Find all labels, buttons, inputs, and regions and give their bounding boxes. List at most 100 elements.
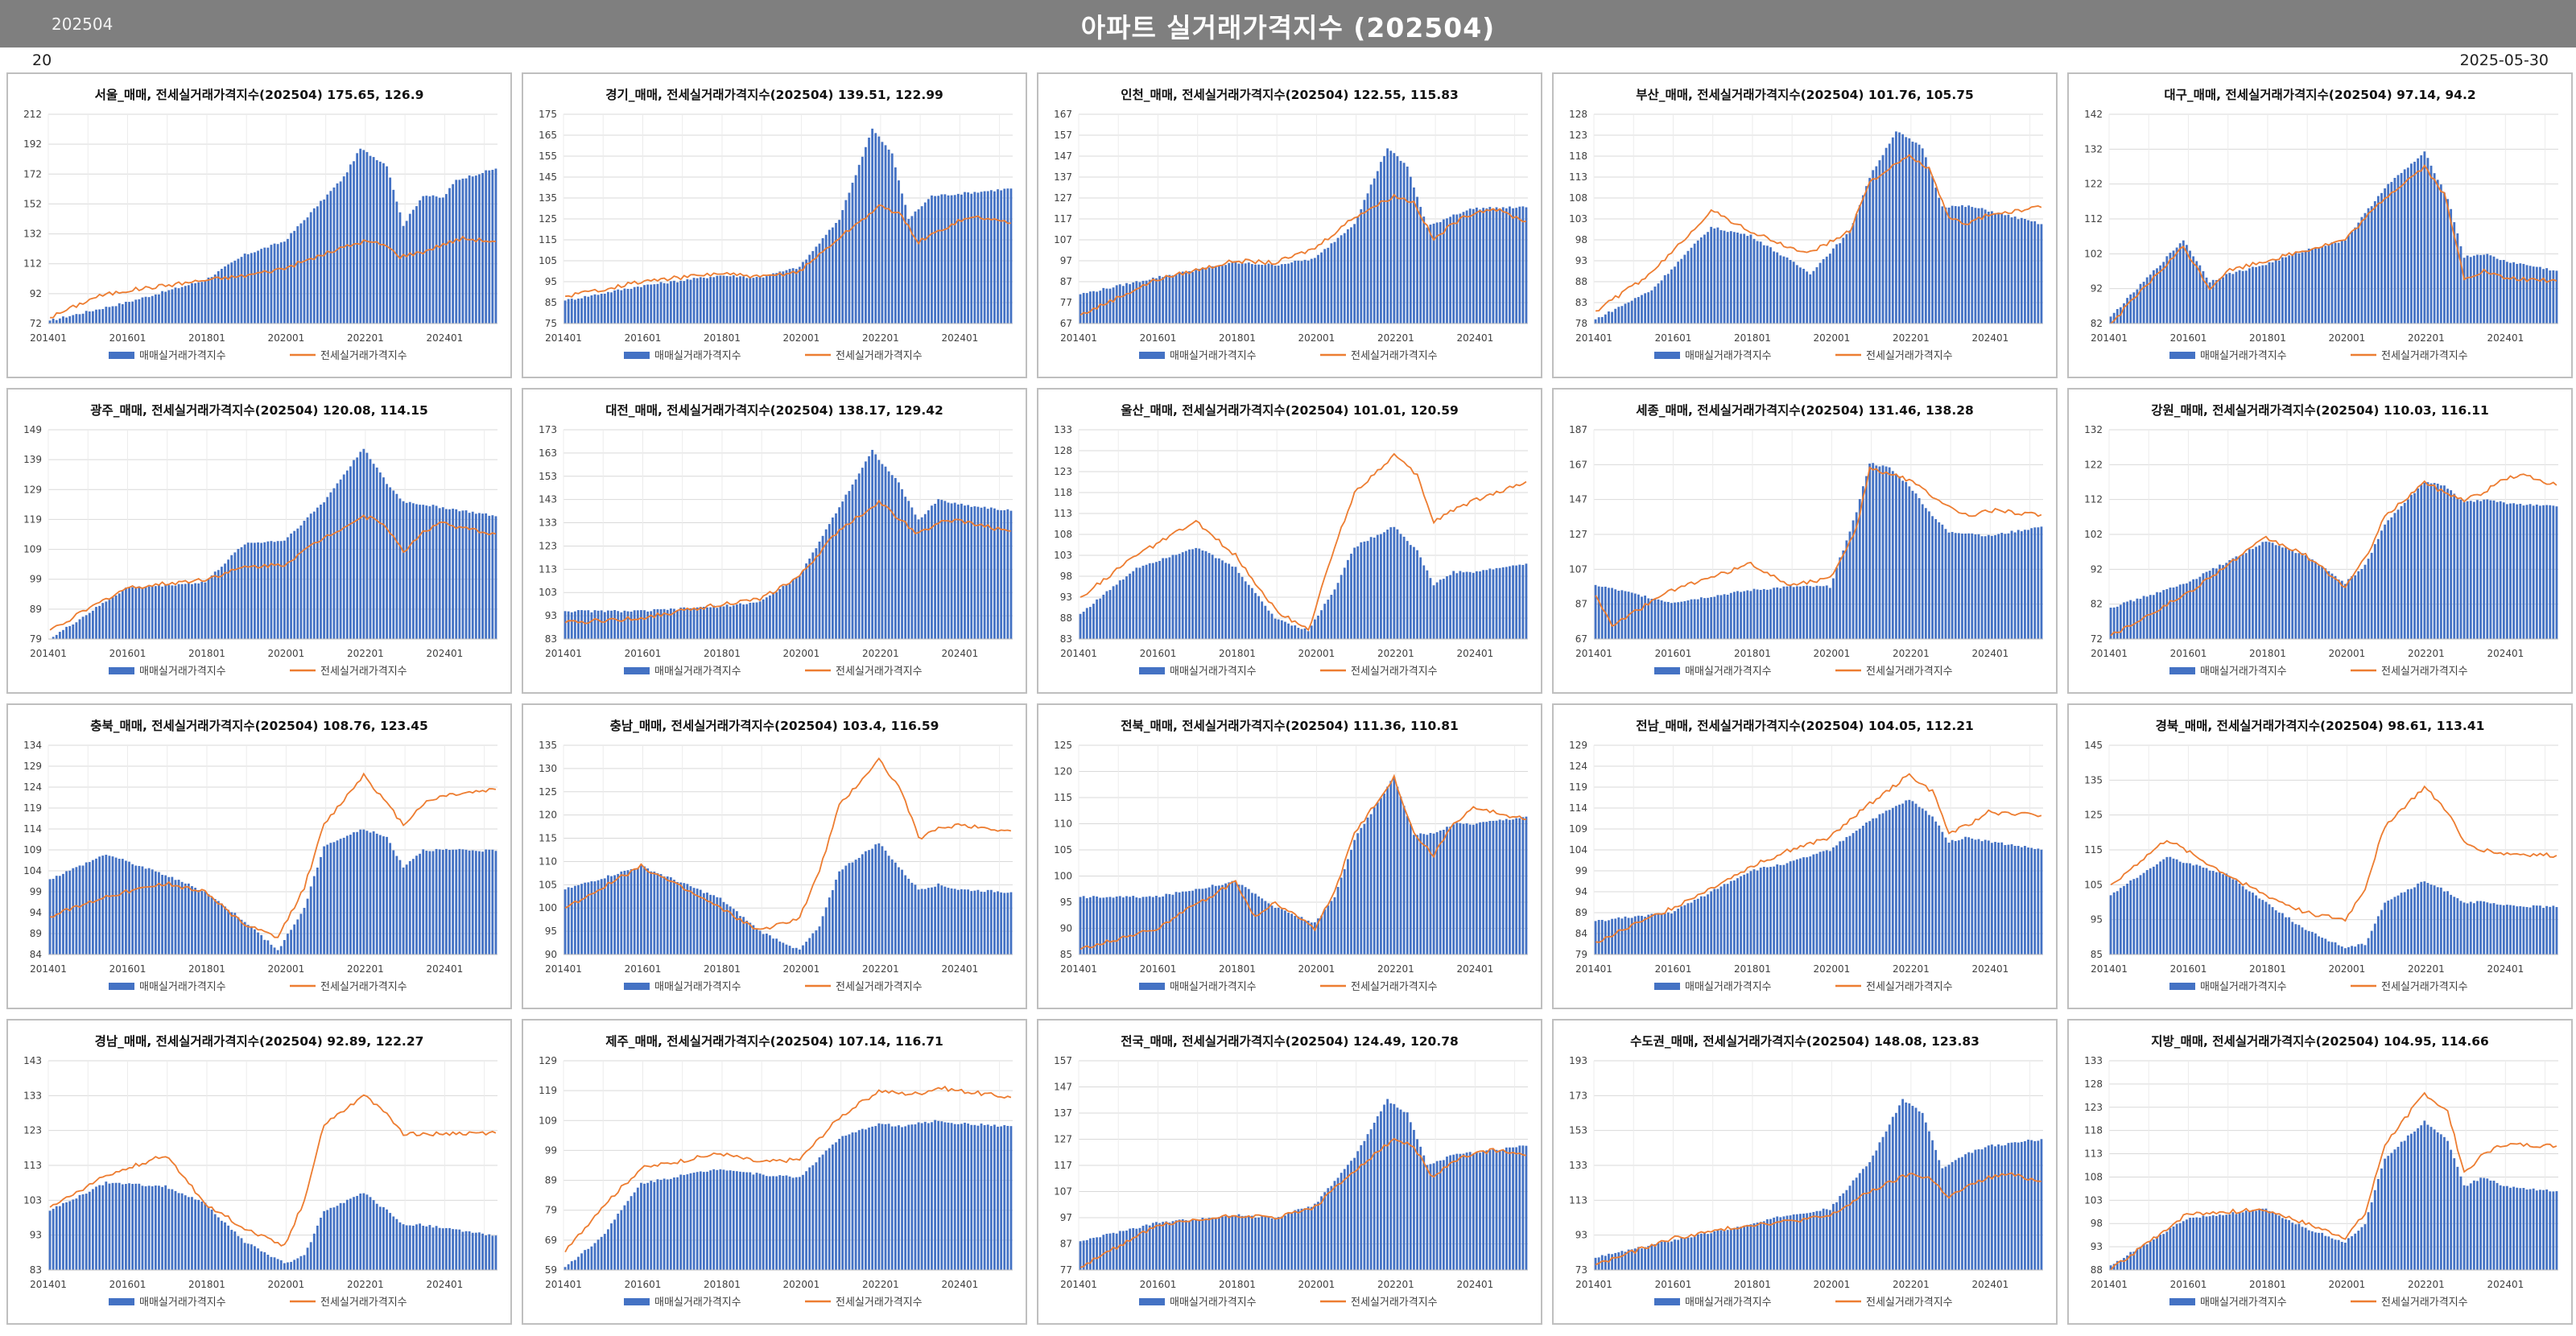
chart-title: 제주_매매, 전세실거래가격지수(202504) 107.14, 116.71 xyxy=(605,1034,943,1049)
bar xyxy=(1855,831,1858,955)
bar xyxy=(686,278,689,324)
bar xyxy=(1716,595,1719,639)
bar xyxy=(1680,1238,1683,1270)
y-tick-label: 95 xyxy=(545,276,557,287)
bar xyxy=(573,1260,576,1270)
bar xyxy=(2215,279,2218,324)
bar xyxy=(1360,208,1363,324)
bar xyxy=(2123,303,2125,324)
bar xyxy=(1633,298,1637,324)
x-tick-label: 202001 xyxy=(1814,648,1851,659)
bar xyxy=(778,941,782,955)
bar xyxy=(1174,274,1178,324)
bar xyxy=(345,172,349,324)
bar xyxy=(2456,233,2459,324)
bar xyxy=(1885,1131,1888,1270)
y-tick-label: 125 xyxy=(1054,740,1072,751)
bar xyxy=(2380,530,2383,639)
bar xyxy=(1647,292,1650,324)
bar xyxy=(1921,1112,1924,1270)
bar xyxy=(349,466,352,639)
bar xyxy=(1608,311,1610,324)
bar xyxy=(1267,263,1270,324)
bar xyxy=(1861,195,1864,324)
bar xyxy=(1393,153,1396,324)
bar xyxy=(273,542,276,639)
bar xyxy=(1356,546,1360,639)
legend-swatch-bar xyxy=(2169,983,2195,990)
y-tick-label: 123 xyxy=(23,1125,42,1136)
bar xyxy=(1009,188,1013,324)
bar xyxy=(1333,241,1336,324)
bar xyxy=(221,903,223,955)
bar xyxy=(620,1210,623,1270)
bar xyxy=(2186,583,2188,639)
bar xyxy=(1099,1237,1102,1270)
x-tick-label: 202201 xyxy=(1377,648,1414,659)
bar xyxy=(603,878,606,955)
bar xyxy=(2235,1214,2238,1270)
bar xyxy=(2277,1215,2281,1270)
bar xyxy=(782,942,785,955)
y-tick-label: 89 xyxy=(30,604,42,615)
bar xyxy=(2252,893,2254,955)
bar xyxy=(2132,601,2136,639)
bar xyxy=(2321,246,2324,324)
bar xyxy=(1749,234,1752,324)
bar xyxy=(1121,579,1125,639)
bar xyxy=(2198,1218,2202,1270)
bar xyxy=(1650,1244,1653,1270)
bar xyxy=(2258,898,2261,955)
bar xyxy=(1184,550,1187,639)
bar xyxy=(2219,871,2221,955)
bar xyxy=(2406,499,2409,639)
bar xyxy=(283,241,286,324)
series-line xyxy=(49,514,497,631)
bar xyxy=(1350,849,1352,955)
bar xyxy=(1997,842,2000,955)
bar xyxy=(1158,275,1161,324)
bar xyxy=(1740,233,1742,324)
bar xyxy=(2426,158,2429,324)
bar xyxy=(158,1185,160,1270)
bar xyxy=(88,1191,91,1270)
bar xyxy=(2255,1210,2257,1270)
bar xyxy=(686,1174,689,1270)
bar xyxy=(1363,823,1366,955)
bar xyxy=(1637,915,1640,955)
bar xyxy=(2010,1142,2013,1270)
bar xyxy=(2450,490,2453,639)
bar xyxy=(204,1202,207,1270)
bar xyxy=(2004,534,2007,639)
bar xyxy=(2453,222,2456,324)
bar xyxy=(2156,592,2158,639)
x-tick-label: 201601 xyxy=(1140,963,1177,975)
bar xyxy=(580,298,583,324)
bar xyxy=(2443,891,2446,955)
bar xyxy=(398,860,402,955)
bar xyxy=(1987,212,1990,324)
bar xyxy=(1898,804,1901,955)
bar xyxy=(1492,1148,1495,1270)
y-tick-label: 88 xyxy=(1060,612,1072,624)
bar xyxy=(1776,252,1779,324)
y-tick-label: 129 xyxy=(23,761,42,772)
y-tick-label: 115 xyxy=(1054,792,1072,803)
bar xyxy=(725,1170,729,1270)
bar xyxy=(2516,504,2519,639)
bar xyxy=(1369,537,1373,639)
bar xyxy=(1482,822,1485,955)
bar xyxy=(1323,1192,1327,1270)
bar xyxy=(1224,563,1227,639)
y-tick-label: 103 xyxy=(23,1194,42,1206)
bar xyxy=(2426,482,2429,639)
bar xyxy=(1653,1243,1657,1270)
bar xyxy=(1446,218,1448,324)
bar xyxy=(650,611,653,639)
bar xyxy=(712,1169,716,1270)
bar xyxy=(1112,586,1115,639)
bar xyxy=(2159,1235,2161,1270)
bar xyxy=(151,1185,154,1270)
bar xyxy=(1944,529,1947,639)
bar xyxy=(1980,536,1984,639)
